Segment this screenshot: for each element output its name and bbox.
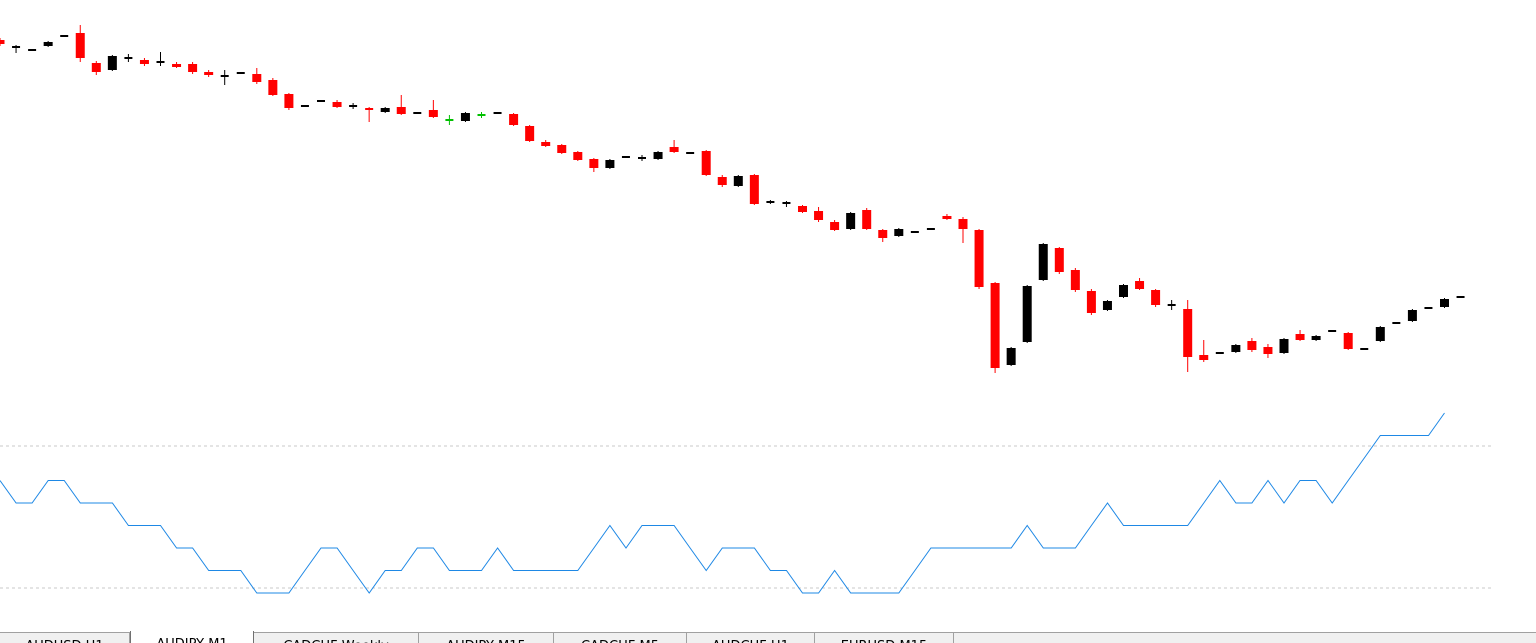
- candle-body: [332, 102, 342, 107]
- candle-body: [43, 42, 53, 46]
- candle-body: [717, 177, 727, 185]
- chart-tab[interactable]: AUDJPY,M15: [419, 633, 554, 643]
- candle-body: [541, 142, 551, 146]
- candle-body: [172, 64, 182, 67]
- candle-body: [701, 151, 711, 175]
- tab-bar: AUDUSD,H1AUDJPY,M1CADCHF,WeeklyAUDJPY,M1…: [0, 631, 1536, 643]
- candle-body: [990, 283, 1000, 368]
- candle-body: [428, 110, 438, 117]
- candle-body: [75, 33, 85, 58]
- candle-body: [107, 56, 117, 70]
- candle-body: [1295, 334, 1305, 340]
- candle-body: [284, 94, 294, 108]
- candle-body: [589, 159, 599, 168]
- candle-body: [1022, 286, 1032, 342]
- candle-body: [1183, 309, 1193, 357]
- candle-body: [798, 206, 807, 212]
- candle-body: [188, 64, 198, 72]
- candle-body: [653, 152, 663, 159]
- candle-body: [974, 230, 984, 287]
- chart-tab[interactable]: AUDCHF,H1: [687, 633, 815, 643]
- chart-tab[interactable]: EURUSD,M15: [815, 633, 954, 643]
- candle-body: [733, 176, 743, 186]
- candle-body: [862, 210, 872, 229]
- candle-body: [942, 216, 952, 219]
- candle-body: [1054, 248, 1064, 272]
- candle-body: [1231, 345, 1241, 352]
- candle-body: [1006, 348, 1016, 365]
- candle-body: [669, 147, 679, 152]
- candle-body: [139, 60, 149, 64]
- candle-body: [1199, 355, 1209, 360]
- candle-body: [557, 145, 567, 153]
- candle-body: [268, 80, 278, 95]
- candle-body: [460, 113, 470, 121]
- candle-body: [380, 108, 390, 112]
- chart-tab[interactable]: AUDUSD,H1: [0, 633, 130, 643]
- candle-body: [878, 230, 888, 238]
- candle-body: [846, 213, 856, 229]
- candle-body: [605, 160, 615, 168]
- candle-body: [1311, 336, 1321, 340]
- candle-body: [1247, 341, 1257, 350]
- candle-body: [509, 114, 519, 125]
- candle-body: [1343, 333, 1353, 349]
- candle-body: [1375, 327, 1385, 341]
- candle-body: [830, 222, 840, 230]
- candle-body: [1135, 281, 1145, 289]
- candle-body: [0, 40, 5, 44]
- candle-body: [396, 107, 406, 114]
- chart-tab[interactable]: AUDJPY,M1: [130, 631, 254, 643]
- indicator-line: [0, 412, 1445, 594]
- chart-tab[interactable]: CADCHF,M5: [554, 633, 687, 643]
- candle-body: [814, 211, 824, 220]
- candle-body: [1407, 310, 1417, 321]
- candle-body: [958, 219, 968, 229]
- candle-body: [1151, 290, 1161, 305]
- candle-body: [894, 229, 904, 236]
- candle-body: [1102, 301, 1112, 310]
- candle-body: [1038, 244, 1048, 280]
- candle-body: [252, 74, 262, 82]
- candle-body: [1086, 291, 1096, 313]
- candle-body: [525, 126, 535, 141]
- candle-body: [749, 175, 759, 204]
- candle-body: [1119, 285, 1128, 297]
- chart-tab[interactable]: CADCHF,Weekly: [254, 633, 419, 643]
- candle-body: [1440, 299, 1449, 307]
- candle-body: [1279, 339, 1289, 353]
- candle-body: [1263, 347, 1273, 354]
- candle-body: [1070, 270, 1080, 290]
- candle-body: [91, 63, 101, 72]
- candle-body: [204, 72, 214, 75]
- candle-body: [573, 152, 583, 160]
